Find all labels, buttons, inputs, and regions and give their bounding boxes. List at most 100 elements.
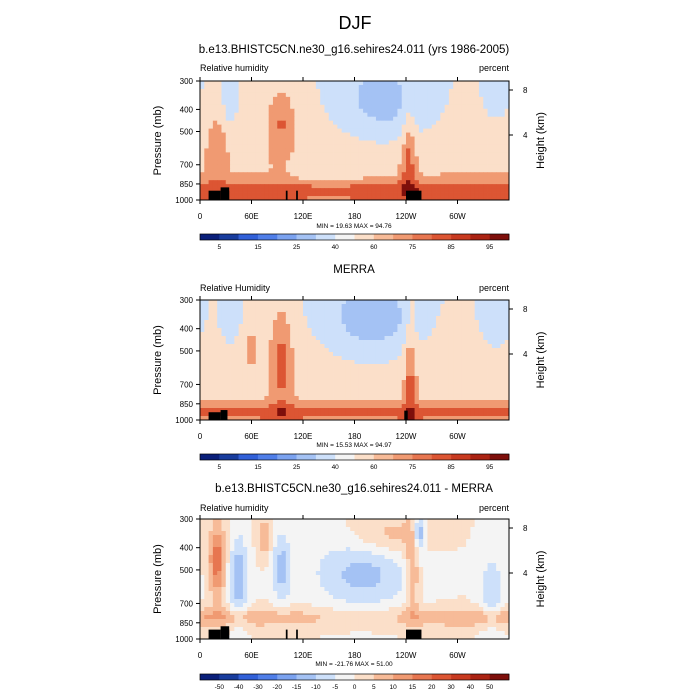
field-cell — [496, 324, 501, 329]
field-cell — [466, 328, 471, 333]
field-cell — [440, 535, 446, 540]
field-cell — [457, 376, 463, 381]
field-cell — [504, 356, 510, 361]
field-cell — [268, 332, 274, 337]
field-cell — [315, 120, 321, 126]
field-cell — [328, 312, 334, 317]
field-cell — [380, 160, 385, 165]
field-cell — [393, 88, 398, 94]
field-cell — [388, 180, 394, 185]
field-cell — [504, 92, 510, 98]
field-cell — [285, 396, 291, 401]
field-cell — [453, 328, 458, 333]
field-cell — [247, 300, 252, 305]
field-cell — [285, 380, 291, 385]
field-cell — [200, 156, 205, 161]
field-cell — [491, 324, 497, 329]
field-cell — [315, 152, 321, 157]
field-cell — [354, 392, 360, 397]
field-cell — [208, 523, 214, 528]
field-cell — [461, 176, 467, 181]
field-cell — [345, 144, 351, 149]
field-cell — [230, 120, 235, 126]
field-cell — [491, 408, 497, 413]
field-cell — [315, 376, 321, 381]
field-cell — [281, 543, 287, 548]
field-cell — [427, 84, 433, 90]
field-cell — [478, 543, 484, 548]
field-cell — [444, 152, 450, 157]
field-cell — [303, 416, 308, 421]
field-cell — [251, 388, 257, 393]
field-cell — [410, 148, 415, 153]
field-cell — [423, 352, 428, 357]
figure-title: DJF — [339, 13, 372, 33]
field-cell — [307, 412, 312, 417]
field-cell — [500, 344, 506, 349]
field-cell — [268, 144, 274, 149]
field-cell — [466, 380, 471, 385]
field-cell — [388, 388, 394, 393]
field-cell — [410, 160, 415, 165]
field-cell — [238, 132, 244, 137]
field-cell — [204, 84, 209, 90]
field-cell — [345, 148, 351, 153]
field-cell — [380, 308, 385, 313]
field-cell — [285, 348, 291, 353]
field-cell — [333, 396, 338, 401]
field-cell — [277, 116, 282, 122]
field-cell — [457, 332, 463, 337]
field-cell — [393, 348, 398, 353]
field-cell — [277, 344, 282, 349]
field-cell — [500, 120, 506, 126]
field-cell — [328, 416, 334, 421]
field-cell — [345, 392, 351, 397]
field-cell — [431, 412, 437, 417]
field-cell — [324, 332, 330, 337]
field-cell — [290, 128, 295, 133]
field-cell — [277, 348, 282, 353]
field-cell — [204, 120, 209, 126]
field-cell — [474, 356, 480, 361]
field-cell — [470, 380, 476, 385]
field-cell — [234, 96, 240, 102]
field-cell — [367, 104, 373, 110]
field-cell — [225, 104, 231, 110]
field-cell — [277, 368, 282, 373]
field-cell — [474, 535, 480, 540]
field-cell — [225, 396, 231, 401]
field-cell — [406, 380, 411, 385]
field-cell — [238, 116, 244, 122]
field-cell — [406, 348, 411, 353]
field-cell — [212, 384, 218, 389]
field-cell — [427, 81, 433, 86]
field-cell — [268, 168, 274, 173]
field-cell — [328, 316, 334, 321]
field-cell — [397, 364, 403, 369]
colorbar-bin — [489, 454, 510, 460]
field-cell — [358, 132, 364, 137]
field-cell — [242, 360, 248, 365]
field-cell — [324, 180, 330, 185]
field-cell — [491, 332, 497, 337]
field-cell — [212, 328, 218, 333]
field-cell — [384, 388, 390, 393]
field-cell — [298, 416, 304, 421]
field-cell — [303, 539, 308, 544]
field-cell — [504, 160, 510, 165]
field-cell — [354, 160, 360, 165]
field-cell — [423, 348, 428, 353]
field-cell — [260, 148, 265, 153]
field-cell — [247, 392, 252, 397]
field-cell — [363, 124, 368, 129]
field-cell — [384, 539, 390, 544]
field-cell — [320, 340, 325, 345]
field-cell — [380, 180, 385, 185]
field-cell — [277, 148, 282, 153]
field-cell — [251, 188, 257, 193]
field-cell — [264, 144, 270, 149]
field-cell — [281, 81, 287, 86]
field-cell — [333, 380, 338, 385]
field-cell — [204, 412, 209, 417]
field-cell — [204, 539, 209, 544]
